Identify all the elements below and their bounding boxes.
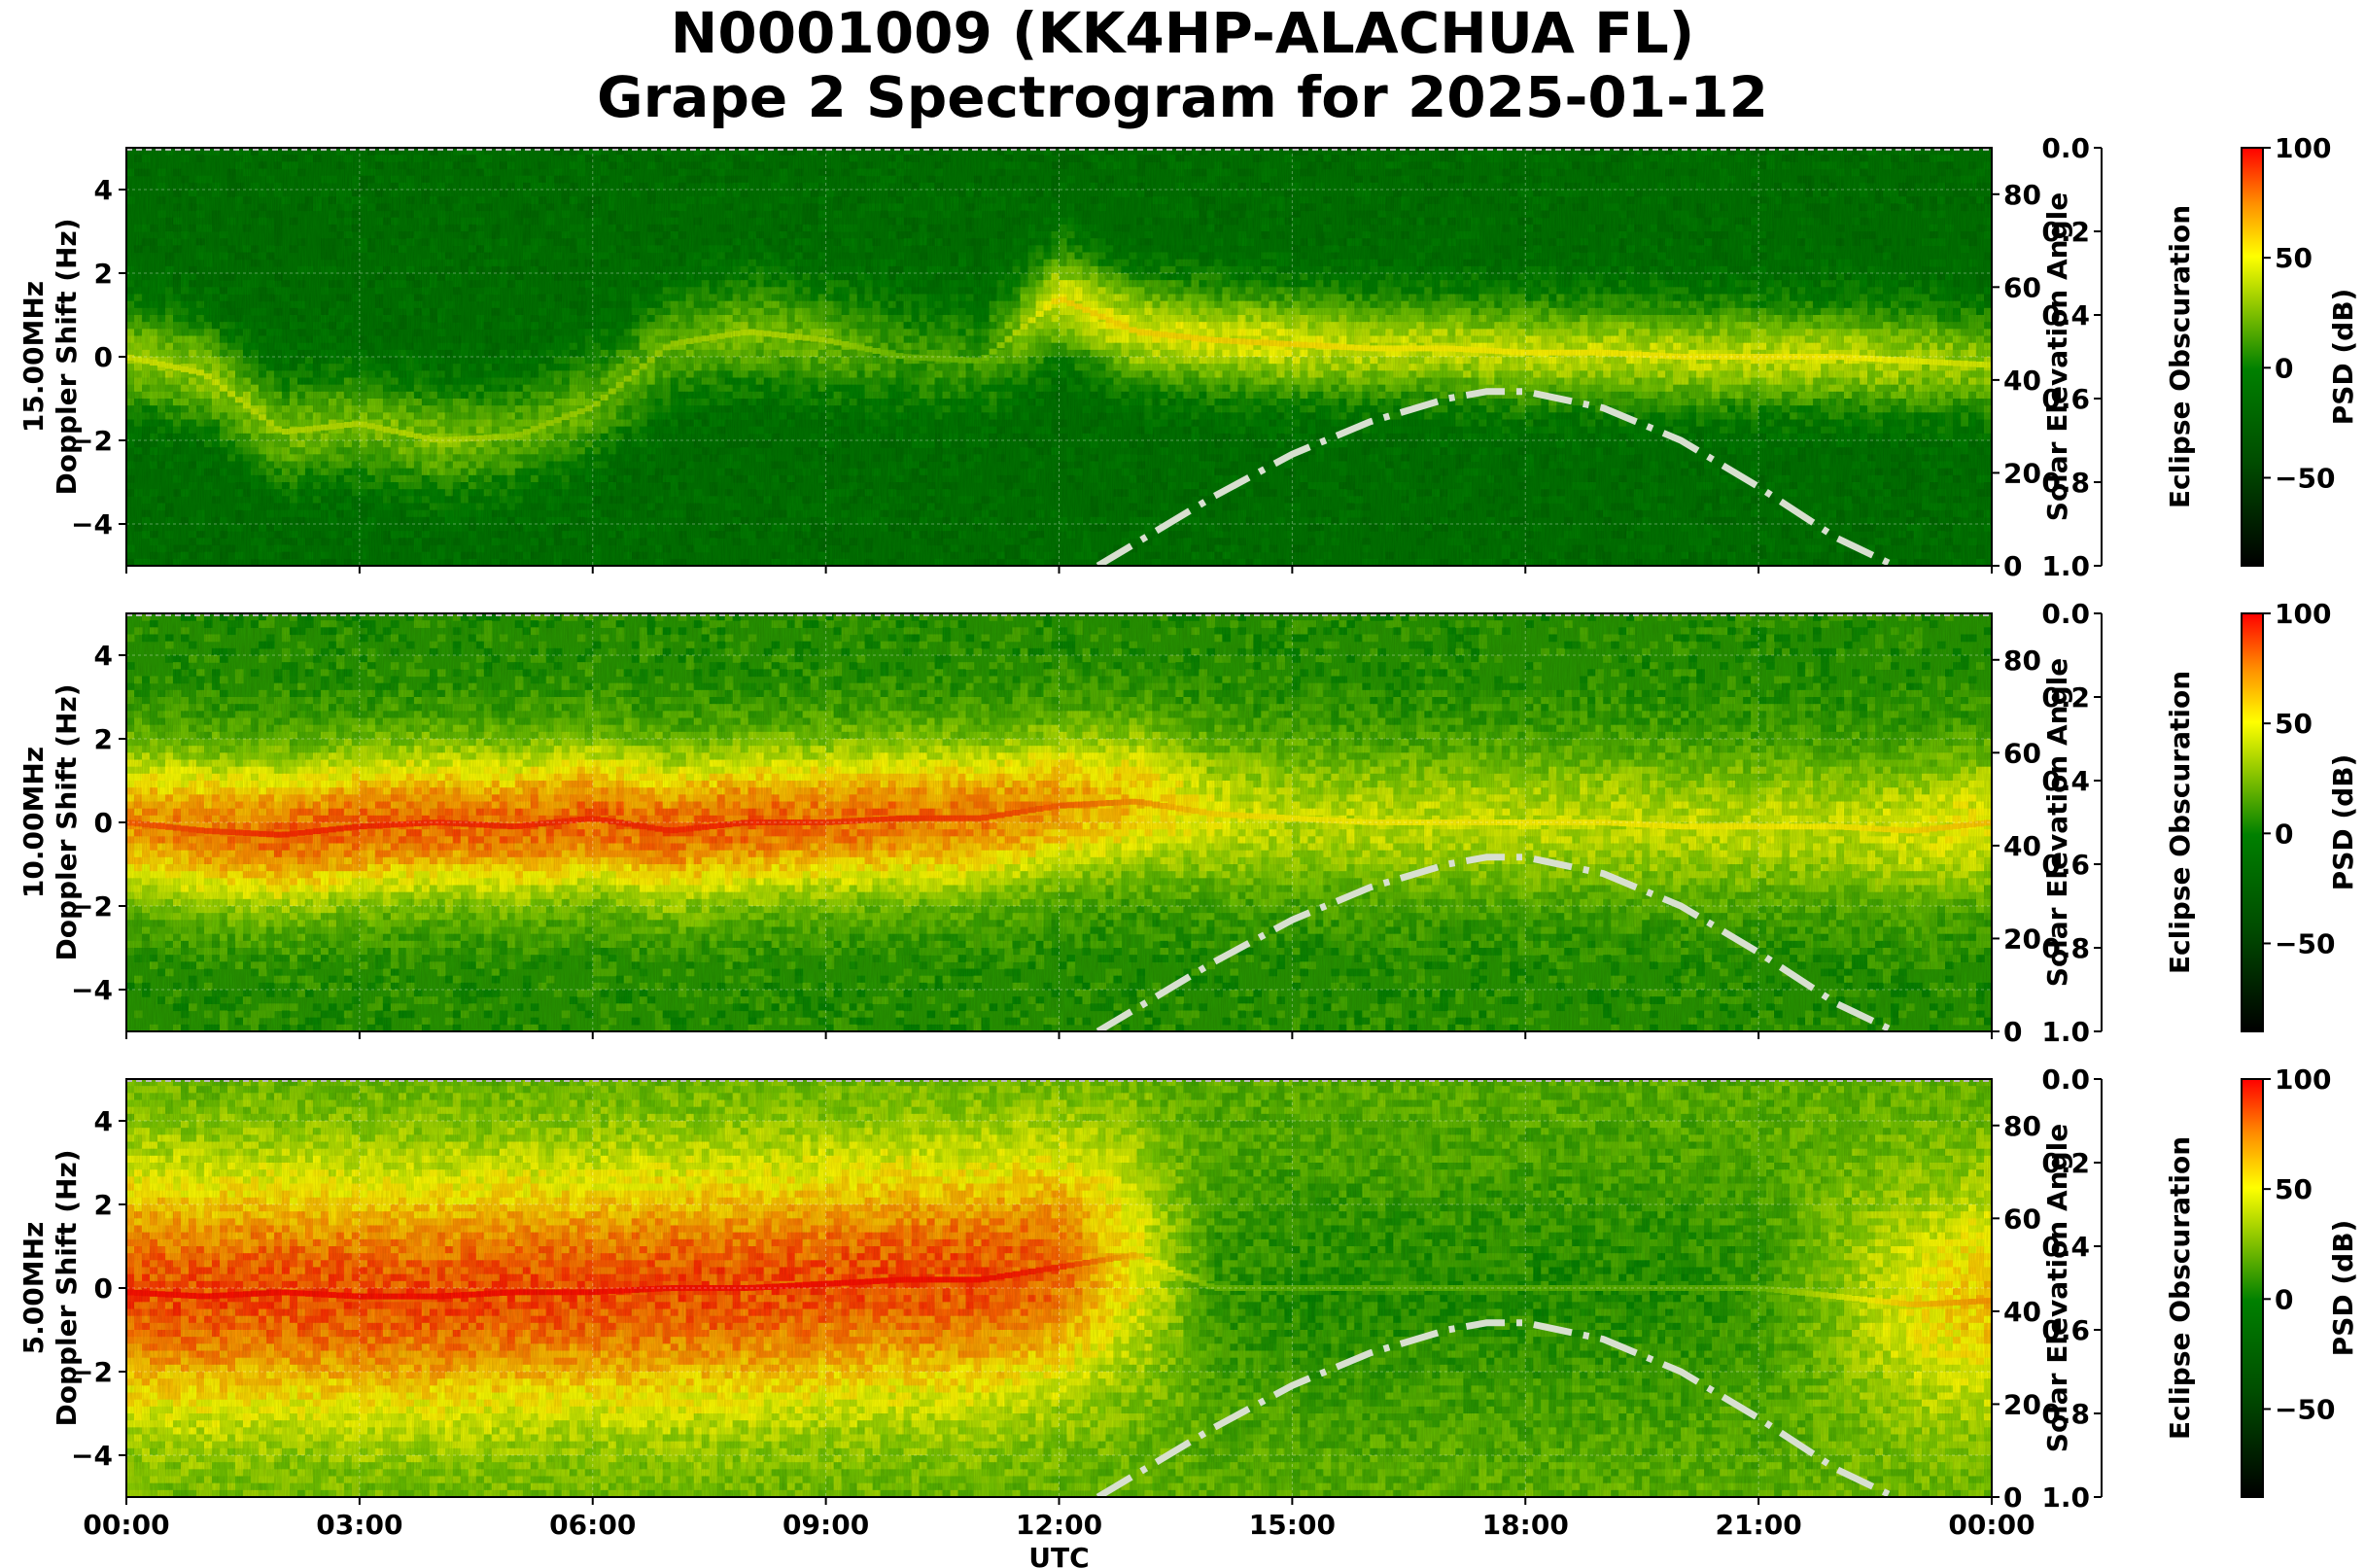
x-axis-label: UTC	[1028, 1542, 1089, 1568]
eclipse-tick-label: 1.0	[2041, 550, 2090, 582]
y-tick-label: −2	[71, 890, 113, 923]
spectrogram-15.00MHz	[126, 148, 1992, 566]
colorbar-tick-label: 0	[2275, 352, 2293, 384]
colorbar-tick-label: 100	[2275, 598, 2331, 630]
elevation-tick-label: 20	[2003, 923, 2041, 955]
elevation-tick-label: 80	[2003, 179, 2041, 211]
solar-elevation-curve	[1096, 1319, 1896, 1497]
eclipse-tick-label: 0.6	[2041, 383, 2090, 415]
y-axis-label: 10.00MHzDoppler Shift (Hz)	[17, 683, 83, 960]
elevation-tick-label: 20	[2003, 1388, 2041, 1420]
elevation-tick-label: 0	[2003, 1016, 2022, 1048]
colorbar-tick-label: 50	[2275, 708, 2313, 740]
eclipse-tick-label: 0.2	[2041, 681, 2090, 714]
eclipse-tick-label: 0.4	[2041, 1231, 2090, 1263]
y-tick-label: 0	[94, 1272, 113, 1305]
chart-subtitle: Grape 2 Spectrogram for 2025-01-12	[0, 66, 2365, 128]
x-tick-label: 00:00	[83, 1509, 169, 1541]
colorbar-label: PSD (dB)	[2327, 289, 2359, 426]
colorbar-label: PSD (dB)	[2327, 1220, 2359, 1357]
elevation-tick-label: 40	[2003, 365, 2041, 397]
y-tick-label: 2	[94, 723, 113, 755]
elevation-axis-label: Solar Elevation Angle	[2041, 658, 2073, 987]
eclipse-tick-label: 0.0	[2041, 1063, 2090, 1096]
eclipse-tick-label: 0.4	[2041, 299, 2090, 331]
colorbar-tick-label: 50	[2275, 242, 2313, 274]
y-tick-label: 2	[94, 1189, 113, 1221]
solar-elevation-curve	[1096, 854, 1896, 1031]
chart-title: N0001009 (KK4HP-ALACHUA FL)	[0, 2, 2365, 64]
y-axis-label: 5.00MHzDoppler Shift (Hz)	[17, 1149, 83, 1426]
solar-elevation-curve	[1096, 388, 1896, 566]
elevation-tick-label: 40	[2003, 830, 2041, 862]
spectrogram-10.00MHz	[126, 613, 1992, 1031]
x-tick-label: 18:00	[1482, 1509, 1569, 1541]
elevation-tick-label: 60	[2003, 1202, 2041, 1235]
x-tick-label: 03:00	[316, 1509, 402, 1541]
colorbar	[2241, 1078, 2264, 1498]
eclipse-axis-label: Eclipse Obscuration	[2164, 205, 2196, 508]
eclipse-tick-label: 0.6	[2041, 1314, 2090, 1346]
elevation-tick-label: 40	[2003, 1296, 2041, 1328]
elevation-axis-label: Solar Elevation Angle	[2041, 192, 2073, 521]
eclipse-tick-label: 0.2	[2041, 216, 2090, 248]
eclipse-tick-label: 0.8	[2041, 1398, 2090, 1430]
x-tick-label: 21:00	[1716, 1509, 1802, 1541]
elevation-axis-label: Solar Elevation Angle	[2041, 1124, 2073, 1452]
colorbar	[2241, 147, 2264, 567]
colorbar-tick-label: 0	[2275, 1283, 2293, 1315]
elevation-tick-label: 0	[2003, 550, 2022, 582]
eclipse-axis-label: Eclipse Obscuration	[2164, 671, 2196, 974]
y-axis-label: 15.00MHzDoppler Shift (Hz)	[17, 218, 83, 495]
x-tick-label: 15:00	[1249, 1509, 1336, 1541]
eclipse-tick-label: 1.0	[2041, 1481, 2090, 1514]
panel-5.00MHz: −4 −2 0 2 4 5.00MHzDoppler Shift (Hz) 0 20 40 60 8…	[17, 1063, 2359, 1568]
colorbar-tick-label: −50	[2275, 927, 2335, 959]
elevation-tick-label: 60	[2003, 271, 2041, 303]
eclipse-axis-label: Eclipse Obscuration	[2164, 1136, 2196, 1440]
y-tick-label: −4	[71, 1440, 113, 1472]
elevation-tick-label: 20	[2003, 457, 2041, 489]
panel-10.00MHz: −4 −2 0 2 4 10.00MHzDoppler Shift (Hz) 0 20 40 60…	[17, 598, 2359, 1048]
eclipse-tick-label: 0.8	[2041, 932, 2090, 964]
y-tick-label: 4	[94, 174, 113, 206]
y-tick-label: −4	[71, 508, 113, 540]
colorbar-tick-label: 100	[2275, 1063, 2331, 1096]
x-tick-label: 09:00	[783, 1509, 869, 1541]
colorbar-tick-label: −50	[2275, 1393, 2335, 1425]
colorbar-tick-label: −50	[2275, 462, 2335, 494]
colorbar-tick-label: 0	[2275, 818, 2293, 850]
elevation-tick-label: 60	[2003, 737, 2041, 769]
panel-15.00MHz: −4 −2 0 2 4 15.00MHzDoppler Shift (Hz) 0 20 40 60…	[17, 132, 2359, 582]
eclipse-tick-label: 1.0	[2041, 1016, 2090, 1048]
spectrogram-5.00MHz	[126, 1079, 1992, 1497]
eclipse-tick-label: 0.0	[2041, 598, 2090, 630]
y-tick-label: 0	[94, 807, 113, 839]
colorbar-tick-label: 100	[2275, 132, 2331, 164]
eclipse-tick-label: 0.6	[2041, 849, 2090, 881]
x-tick-label: 12:00	[1016, 1509, 1102, 1541]
eclipse-tick-label: 0.2	[2041, 1147, 2090, 1179]
x-tick-label: 00:00	[1948, 1509, 2035, 1541]
colorbar-tick-label: 50	[2275, 1173, 2313, 1205]
eclipse-tick-label: 0.8	[2041, 467, 2090, 499]
eclipse-tick-label: 0.0	[2041, 132, 2090, 164]
y-tick-label: 2	[94, 258, 113, 290]
y-tick-label: −4	[71, 974, 113, 1006]
y-tick-label: −2	[71, 1356, 113, 1388]
elevation-tick-label: 0	[2003, 1481, 2022, 1514]
elevation-tick-label: 80	[2003, 1110, 2041, 1142]
y-tick-label: 4	[94, 640, 113, 672]
colorbar-label: PSD (dB)	[2327, 754, 2359, 891]
y-tick-label: 0	[94, 341, 113, 373]
y-tick-label: 4	[94, 1105, 113, 1137]
colorbar	[2241, 612, 2264, 1032]
y-tick-label: −2	[71, 425, 113, 457]
x-tick-label: 06:00	[549, 1509, 636, 1541]
elevation-tick-label: 80	[2003, 645, 2041, 677]
eclipse-tick-label: 0.4	[2041, 765, 2090, 797]
